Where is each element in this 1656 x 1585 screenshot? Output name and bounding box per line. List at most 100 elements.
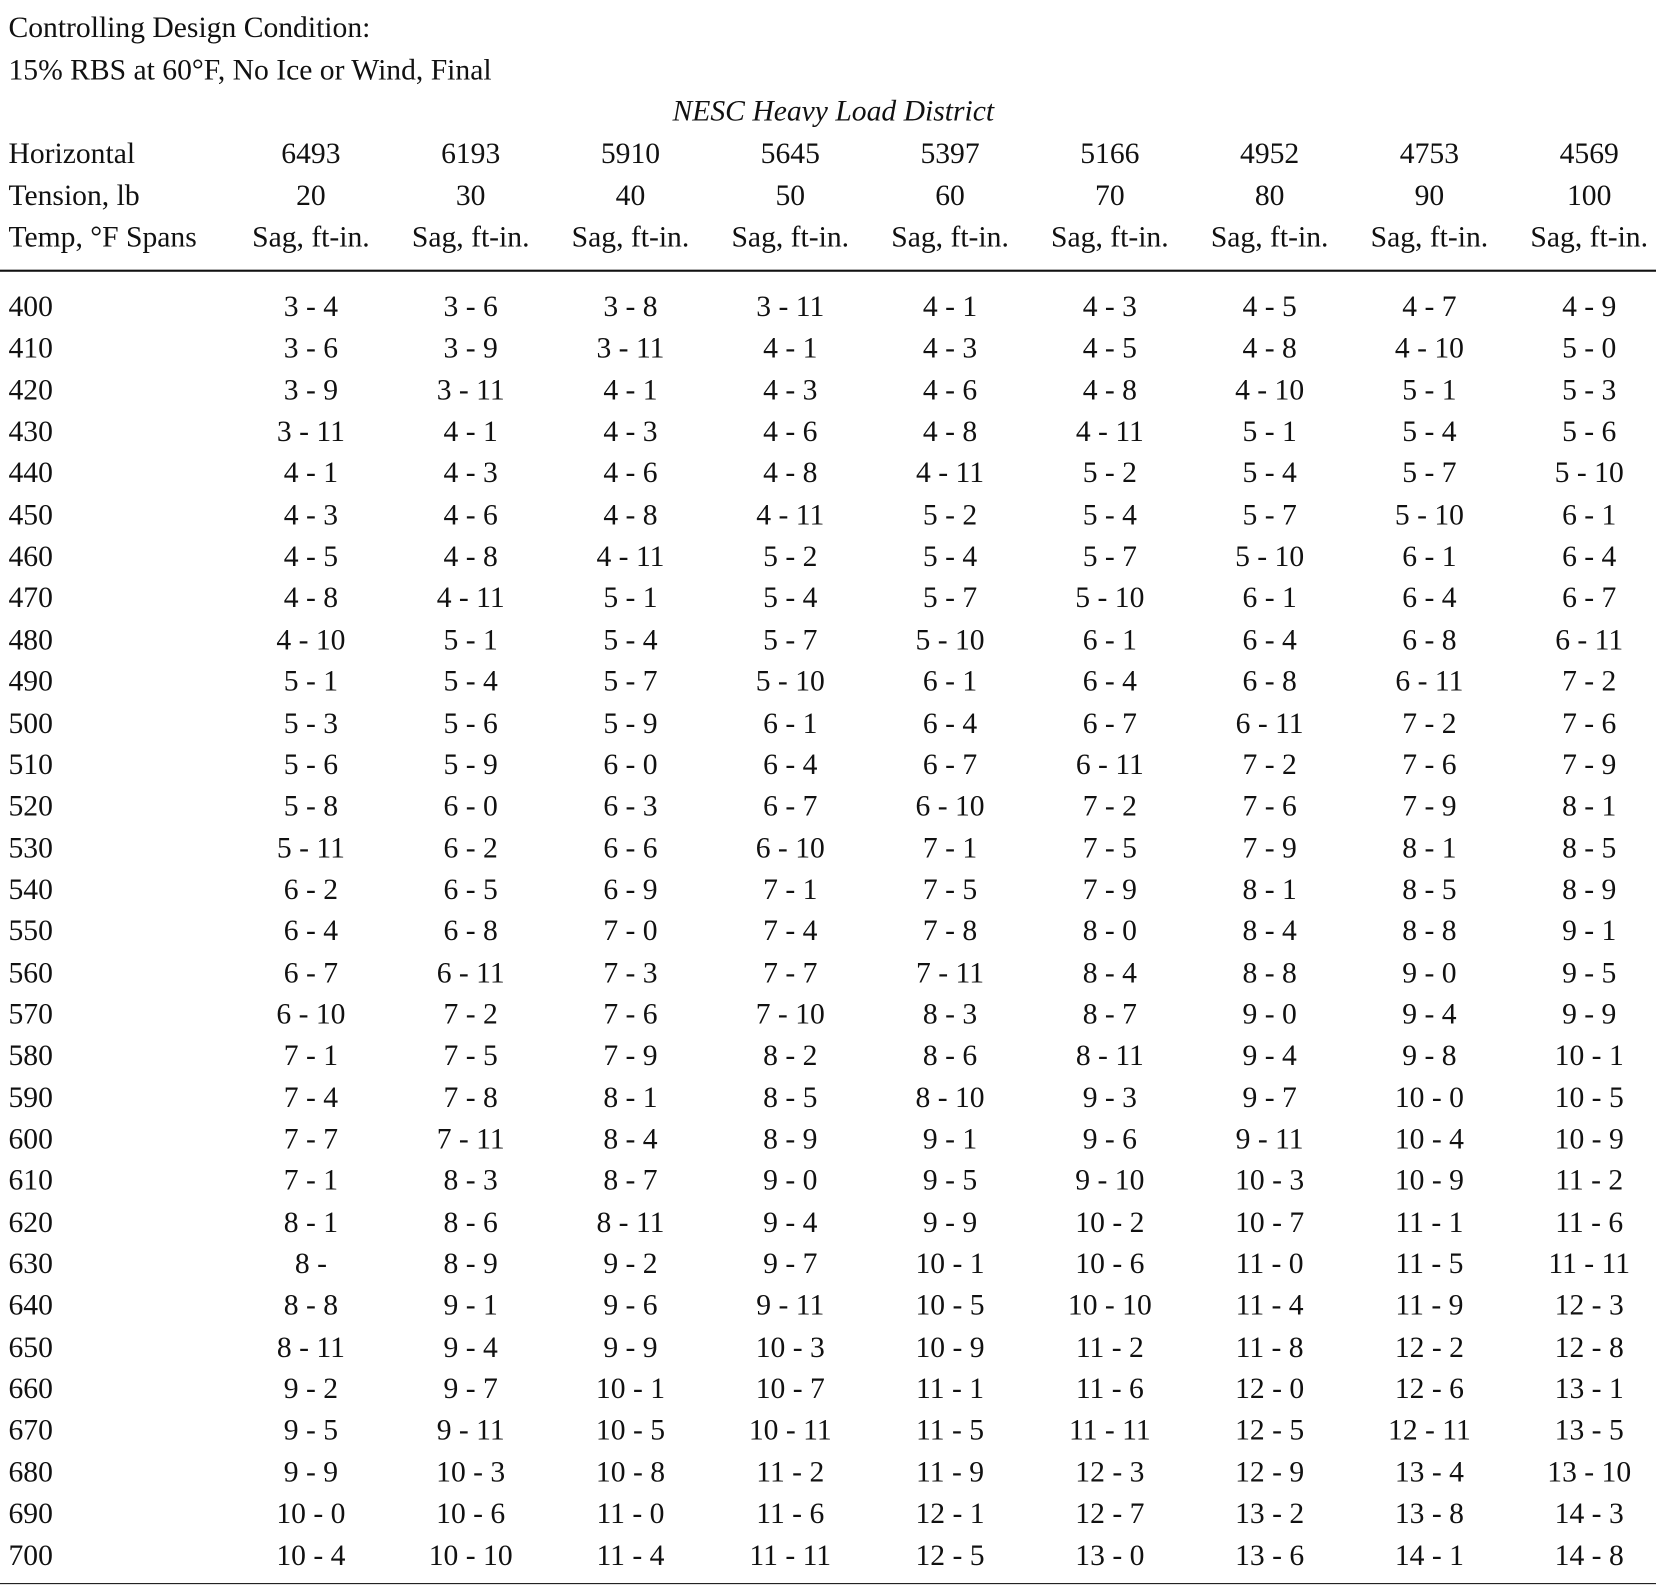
sag: 8 - 3 <box>922 998 978 1031</box>
sag: 7 - 2 <box>1402 706 1457 740</box>
sag: 4 - 1 <box>603 374 658 407</box>
sag: 4 - 10 <box>1235 374 1305 407</box>
sag: 12 - 1 <box>915 1497 985 1531</box>
sag: 9 - 4 <box>443 1331 498 1364</box>
sag: 5 - 1 <box>1402 374 1457 407</box>
sag: 7 - 6 <box>1562 706 1617 740</box>
sag: 4 - 11 <box>1075 415 1144 449</box>
sag: 5 - 10 <box>1235 540 1305 574</box>
sag: 5 - 4 <box>1402 415 1457 449</box>
sag: 12 - 5 <box>1235 1414 1305 1448</box>
sag: 8 - 11 <box>276 1331 345 1364</box>
sag: 5 - 2 <box>1082 457 1137 491</box>
sag: 12 - 7 <box>1075 1497 1145 1531</box>
sag: 8 - 1 <box>283 1206 339 1240</box>
sag: 7 - 1 <box>283 1039 339 1073</box>
sag: 6 - 2 <box>443 831 498 865</box>
sag: 12 - 5 <box>915 1539 985 1572</box>
temperature: 50 <box>775 179 806 213</box>
sag: 5 - 7 <box>763 623 818 657</box>
sag: 9 - 7 <box>443 1372 498 1406</box>
sag: 9 - 4 <box>1242 1039 1297 1073</box>
sag: 10 - 8 <box>595 1455 666 1489</box>
tension: 5166 <box>1080 137 1140 171</box>
sag: 10 - 2 <box>1075 1206 1145 1240</box>
temperature: 40 <box>615 179 646 213</box>
sag: 7 - 2 <box>1562 665 1617 699</box>
tension: 6493 <box>281 137 341 171</box>
sag: 3 - 9 <box>283 374 339 407</box>
sag: 9 - 5 <box>283 1414 339 1448</box>
sag: 13 - 0 <box>1075 1539 1145 1572</box>
tension: 4569 <box>1559 137 1619 171</box>
sag: 6 - 4 <box>283 915 339 948</box>
sag: 8 - 7 <box>603 1164 658 1198</box>
sag: 7 - 2 <box>1082 790 1137 823</box>
sag: 3 - 6 <box>283 332 339 366</box>
sag: 6 - 11 <box>1235 706 1304 740</box>
sag: 5 - 4 <box>443 665 498 699</box>
sag: 4 - 7 <box>1402 290 1457 324</box>
sag: 7 - 5 <box>1082 831 1137 865</box>
sag: 8 - 0 <box>1082 915 1137 948</box>
sag: 6 - 11 <box>1075 748 1144 782</box>
sag: 10 - 5 <box>915 1289 985 1323</box>
sag: 8 - <box>294 1247 327 1281</box>
sag: 8 - 9 <box>1562 873 1617 907</box>
sag: 10 - 3 <box>755 1331 825 1364</box>
sag: 9 - 9 <box>283 1455 339 1489</box>
row-label: Tension, lb <box>8 179 140 213</box>
sag: 11 - 9 <box>916 1455 985 1489</box>
sag: 8 - 6 <box>922 1039 978 1073</box>
sag: 3 - 11 <box>596 332 665 366</box>
sag: 8 - 5 <box>1402 873 1457 907</box>
span: 470 <box>8 582 53 615</box>
sag: 8 - 8 <box>1402 915 1457 948</box>
sag: 11 - 5 <box>916 1414 985 1448</box>
sag: 10 - 5 <box>1554 1081 1624 1115</box>
sag: 11 - 11 <box>1069 1414 1151 1448</box>
sag: 9 - 0 <box>1402 956 1457 990</box>
temperature: 70 <box>1095 179 1125 213</box>
temperature: 60 <box>935 179 965 213</box>
column-header: Sag, ft-in. <box>571 221 690 254</box>
sag: 4 - 8 <box>283 582 339 615</box>
sag: 5 - 1 <box>603 582 658 615</box>
sag: 7 - 8 <box>443 1081 498 1115</box>
sag: 10 - 9 <box>1394 1164 1464 1198</box>
sag: 4 - 6 <box>922 374 978 407</box>
span: 450 <box>8 498 53 532</box>
sag: 10 - 4 <box>1394 1123 1464 1156</box>
sag: 10 - 6 <box>436 1497 506 1531</box>
sag: 10 - 0 <box>1394 1081 1464 1115</box>
sag: 9 - 11 <box>1235 1123 1304 1156</box>
sag: 11 - 6 <box>1075 1372 1144 1406</box>
sag: 4 - 8 <box>1082 374 1137 407</box>
span: 440 <box>8 457 53 491</box>
sag: 6 - 3 <box>603 790 658 823</box>
sag: 6 - 1 <box>1402 540 1457 574</box>
sag: 14 - 1 <box>1394 1539 1464 1572</box>
sag: 14 - 3 <box>1554 1497 1624 1531</box>
sag: 5 - 2 <box>763 540 818 574</box>
sag: 11 - 2 <box>756 1455 825 1489</box>
sag: 7 - 4 <box>283 1081 339 1115</box>
span: 590 <box>8 1081 53 1115</box>
span: 540 <box>8 873 53 907</box>
sag: 10 - 3 <box>436 1455 506 1489</box>
sag: 13 - 4 <box>1394 1455 1464 1489</box>
sag: 8 - 1 <box>1562 790 1617 823</box>
sag: 6 - 9 <box>603 873 658 907</box>
sag: 4 - 6 <box>443 498 498 532</box>
sag: 4 - 9 <box>1562 290 1617 324</box>
sag: 4 - 11 <box>756 498 825 532</box>
sag: 6 - 4 <box>1082 665 1137 699</box>
sag: 6 - 10 <box>755 831 825 865</box>
sag: 9 - 4 <box>1402 998 1457 1031</box>
sag: 10 - 1 <box>595 1372 666 1406</box>
sag: 5 - 4 <box>1082 498 1137 532</box>
sag: 9 - 7 <box>763 1247 818 1281</box>
tension: 4753 <box>1399 137 1460 171</box>
sag: 10 - 5 <box>595 1414 666 1448</box>
tension: 5910 <box>600 137 661 171</box>
